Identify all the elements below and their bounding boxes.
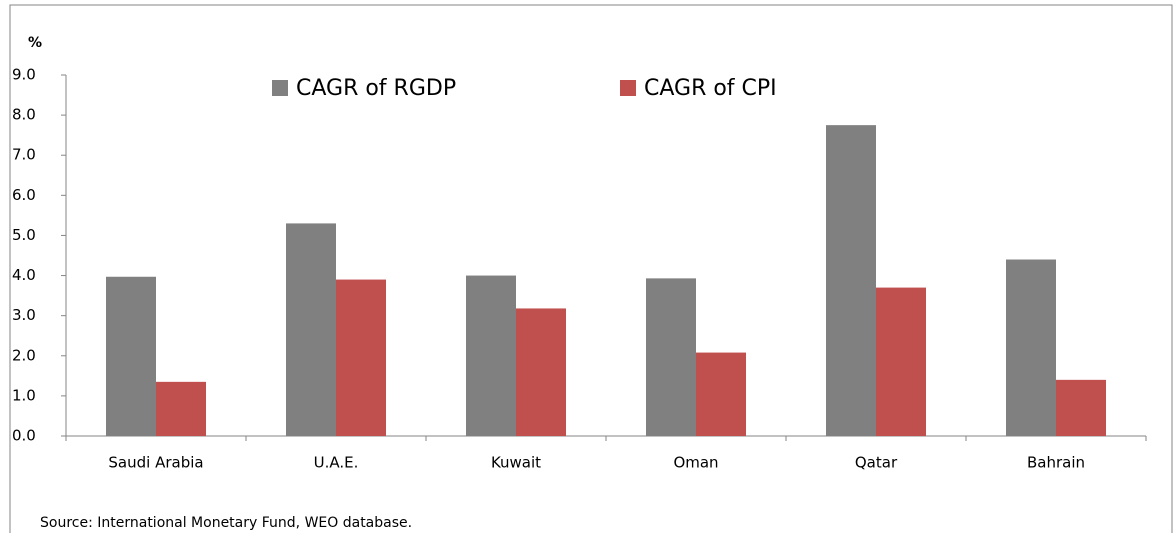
bar — [106, 276, 156, 436]
y-tick-label: 8.0 — [12, 106, 36, 124]
legend-swatch — [620, 80, 636, 96]
y-tick-label: 5.0 — [12, 226, 36, 244]
y-tick-label: 9.0 — [12, 66, 36, 84]
y-axis-label: % — [28, 35, 42, 51]
bar — [876, 287, 926, 436]
bar — [156, 381, 206, 436]
y-tick-label: 6.0 — [12, 186, 36, 204]
x-tick-label: Kuwait — [491, 454, 541, 472]
bar — [696, 352, 746, 436]
y-tick-label: 7.0 — [12, 146, 36, 164]
x-tick-label: Qatar — [855, 454, 898, 472]
y-tick-label: 2.0 — [12, 346, 36, 364]
bar — [1006, 259, 1056, 436]
y-tick-label: 1.0 — [12, 386, 36, 404]
y-tick-label: 3.0 — [12, 306, 36, 324]
x-tick-label: Saudi Arabia — [108, 454, 203, 472]
bar — [516, 308, 566, 436]
x-tick-label: U.A.E. — [314, 454, 359, 472]
legend-label: CAGR of RGDP — [296, 76, 456, 101]
legend-swatch — [272, 80, 288, 96]
source-note: Source: International Monetary Fund, WEO… — [40, 515, 412, 531]
legend-label: CAGR of CPI — [644, 76, 777, 101]
bar — [286, 223, 336, 436]
y-tick-label: 4.0 — [12, 266, 36, 284]
bar — [466, 275, 516, 436]
bar — [646, 278, 696, 436]
x-tick-label: Bahrain — [1027, 454, 1085, 472]
x-tick-label: Oman — [673, 454, 718, 472]
bar — [1056, 379, 1106, 436]
chart-border — [9, 4, 1173, 533]
y-tick-label: 0.0 — [12, 427, 36, 445]
bar — [826, 125, 876, 436]
bar — [336, 279, 386, 436]
